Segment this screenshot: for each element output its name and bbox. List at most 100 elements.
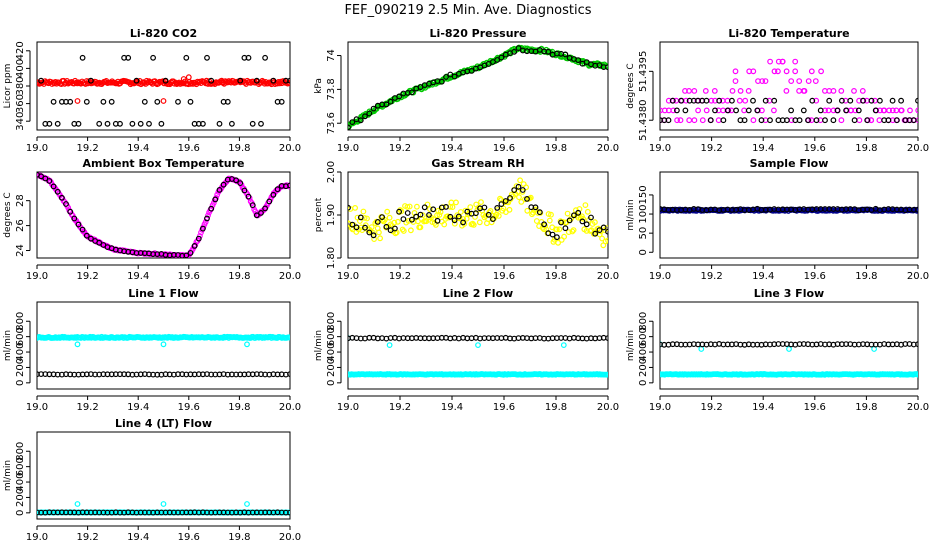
data-point xyxy=(826,97,833,104)
data-point xyxy=(729,87,736,94)
plot-frame xyxy=(347,301,609,390)
data-point xyxy=(162,77,169,84)
x-tick-label: 19.0 xyxy=(26,271,48,282)
data-point xyxy=(868,97,875,104)
data-point xyxy=(834,107,841,114)
x-tick-label: 19.4 xyxy=(441,143,463,154)
data-point xyxy=(796,78,803,84)
data-point xyxy=(396,208,403,215)
data-point xyxy=(516,194,522,201)
x-tick-label: 20.0 xyxy=(907,402,929,413)
data-point xyxy=(876,117,883,124)
y-tick-label: 800 xyxy=(638,312,649,331)
data-point xyxy=(417,211,424,218)
data-point xyxy=(224,98,231,105)
data-point xyxy=(599,235,605,242)
y-tick-label: 200 xyxy=(15,358,26,377)
x-tick-label: 19.6 xyxy=(493,271,515,282)
data-point xyxy=(249,120,256,127)
data-point xyxy=(400,216,407,223)
data-point xyxy=(270,77,277,84)
panel-title: Line 3 Flow xyxy=(754,287,824,300)
y-tick-label: 0 xyxy=(638,249,649,255)
data-point xyxy=(204,54,210,61)
x-tick-label: 19.6 xyxy=(178,402,200,413)
data-point xyxy=(395,218,401,225)
data-point xyxy=(180,76,187,82)
data-point xyxy=(67,208,74,215)
y-axis-label: ml/min xyxy=(626,330,636,361)
panel-title: Li-820 Temperature xyxy=(728,27,849,40)
data-point xyxy=(262,205,269,212)
data-point xyxy=(822,117,828,124)
data-point xyxy=(796,87,802,94)
data-point xyxy=(915,341,918,348)
data-point xyxy=(569,228,576,235)
data-point xyxy=(720,117,727,124)
data-point xyxy=(357,117,364,124)
data-point xyxy=(75,221,82,228)
data-points xyxy=(348,177,608,249)
x-tick-label: 19.8 xyxy=(855,143,877,154)
data-point xyxy=(560,342,567,349)
data-point xyxy=(566,217,573,224)
y-tick-label: 1.80 xyxy=(326,247,337,269)
data-point xyxy=(889,107,896,114)
data-point xyxy=(258,120,264,127)
panel-7: Line 1 Flow 19.0 19.2 19.4 19.6 19.8 20.0 0 2004… xyxy=(3,287,301,413)
data-point xyxy=(199,225,206,232)
x-tick-label: 19.6 xyxy=(804,143,826,154)
data-point xyxy=(191,242,198,249)
data-point xyxy=(74,341,81,348)
data-point xyxy=(202,218,209,225)
data-point xyxy=(670,107,677,114)
y-tick-label: 100 xyxy=(638,204,649,223)
x-tick-label: 19.4 xyxy=(127,532,149,540)
data-point xyxy=(460,219,467,226)
data-point xyxy=(771,107,777,114)
x-tick-label: 20.0 xyxy=(597,271,619,282)
plot-frame xyxy=(659,171,919,259)
data-point xyxy=(287,334,290,341)
data-point xyxy=(96,239,103,246)
data-point xyxy=(894,117,900,124)
y-tick-label: 0 xyxy=(638,380,649,386)
data-point xyxy=(817,107,824,114)
data-point xyxy=(575,209,582,216)
data-point xyxy=(545,48,552,55)
plot-frame xyxy=(659,301,919,390)
data-point xyxy=(506,206,513,213)
data-point xyxy=(150,54,157,61)
y-tick-label: 400 xyxy=(15,59,26,78)
data-point xyxy=(898,97,904,104)
data-point xyxy=(478,199,484,206)
data-point xyxy=(910,117,917,124)
x-tick-label: 19.0 xyxy=(649,402,671,413)
data-points xyxy=(660,341,918,378)
panel-title: Li-820 Pressure xyxy=(430,27,527,40)
data-point xyxy=(67,98,74,105)
x-tick-label: 20.0 xyxy=(279,402,301,413)
x-tick-label: 19.0 xyxy=(649,143,671,154)
x-tick-label: 19.6 xyxy=(804,271,826,282)
data-point xyxy=(575,57,582,63)
panel-8: Line 2 Flow 19.0 19.2 19.4 19.6 19.8 20.0 0 2004… xyxy=(314,287,619,413)
data-point xyxy=(270,191,277,198)
data-point xyxy=(141,98,148,105)
data-point xyxy=(241,187,248,194)
data-point xyxy=(287,509,290,516)
data-point xyxy=(160,501,167,507)
data-point xyxy=(366,110,373,117)
data-point xyxy=(915,97,918,104)
x-tick-label: 19.8 xyxy=(228,271,250,282)
data-point xyxy=(767,58,773,65)
data-point xyxy=(93,34,98,39)
data-point xyxy=(532,204,539,211)
x-tick-label: 20.0 xyxy=(279,271,301,282)
panel-title: Line 4 (LT) Flow xyxy=(115,417,212,430)
x-tick-label: 19.8 xyxy=(855,271,877,282)
panel-title: Line 1 Flow xyxy=(128,287,198,300)
x-tick-label: 19.8 xyxy=(228,402,250,413)
x-tick-label: 19.2 xyxy=(76,402,98,413)
data-point xyxy=(237,77,244,84)
